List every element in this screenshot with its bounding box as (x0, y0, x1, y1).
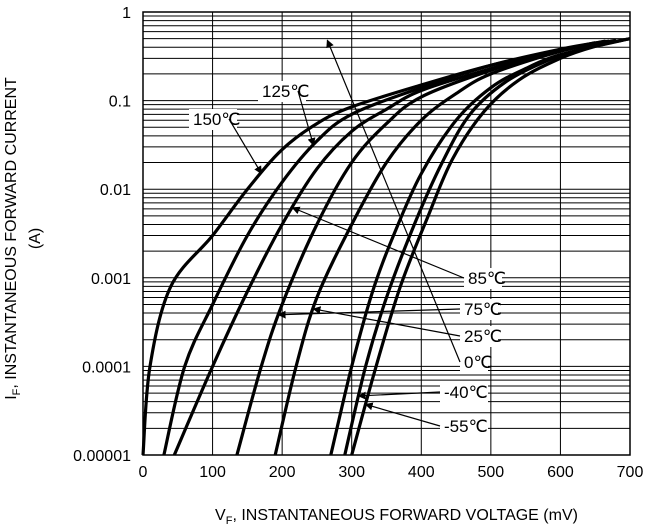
tick-labels: 0 100 200 300 400 500 600 700 0.00001 0.0001 0.001… (73, 5, 643, 481)
annotation-bg (189, 109, 237, 130)
annotation-label: -55℃ (444, 417, 488, 436)
curve-0c (329, 38, 624, 456)
x-tick-label: 400 (408, 464, 435, 481)
y-tick-label: 0.1 (109, 94, 131, 111)
curve--40c (343, 37, 631, 456)
x-tick-label: 200 (269, 464, 296, 481)
annotation-label: 125℃ (262, 82, 309, 101)
annotation-bg (460, 352, 488, 373)
annotation-arrow (357, 391, 441, 400)
y-tick-label: 0.00001 (73, 448, 131, 465)
annotation-bg (440, 416, 488, 437)
annotation-bg (440, 382, 488, 403)
annotation-arrow (228, 118, 262, 175)
x-tick-label: 600 (547, 464, 574, 481)
annotation-label: 75℃ (464, 300, 502, 319)
curve-25c (273, 38, 617, 456)
annotation-bg (464, 268, 502, 289)
annotations: 150℃ 125℃ 85℃ 75℃ 25℃ 0℃ -40℃ -55℃ (189, 39, 506, 437)
annotation-label: -40℃ (444, 383, 488, 402)
x-tick-label: 300 (338, 464, 365, 481)
curve--55c (350, 37, 631, 456)
curve-125c (162, 40, 603, 456)
y-axis-title: IF, INSTANTANEOUS FORWARD CURRENT (3, 77, 23, 400)
annotation-bg (258, 81, 306, 102)
plot-frame (142, 11, 631, 456)
x-tick-label: 0 (139, 464, 148, 481)
annotation-arrow (326, 39, 461, 363)
x-tick-label: 500 (478, 464, 505, 481)
y-tick-label: 1 (122, 5, 131, 22)
annotation-arrow (297, 90, 316, 147)
y-tick-label: 0.001 (91, 271, 131, 288)
y-axis-title-line2: (A) (27, 228, 44, 249)
annotation-bg (460, 326, 498, 347)
annotation-label: 25℃ (464, 327, 502, 346)
annotation-arrow (291, 206, 465, 279)
annotation-label: 85℃ (468, 269, 506, 288)
annotation-label: 0℃ (464, 353, 493, 372)
curves (141, 37, 631, 456)
x-tick-label: 100 (199, 464, 226, 481)
curve-75c (235, 39, 610, 456)
y-tick-label: 0.0001 (82, 359, 131, 376)
annotation-arrow (312, 306, 461, 337)
annotation-label: 150℃ (193, 110, 240, 129)
annotation-arrow (364, 402, 441, 427)
annotation-bg (460, 299, 498, 320)
x-tick-label: 700 (617, 464, 644, 481)
annotation-arrow (277, 308, 461, 319)
x-axis-title: VF, INSTANTANEOUS FORWARD VOLTAGE (mV) (215, 507, 578, 527)
y-tick-label: 0.01 (100, 182, 131, 199)
